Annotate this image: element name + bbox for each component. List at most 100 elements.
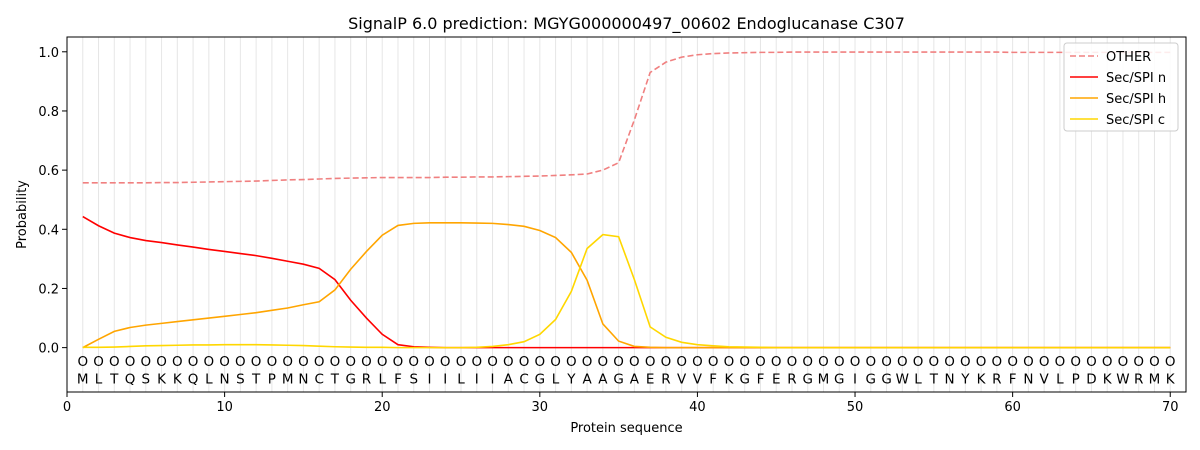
prediction-label: O xyxy=(550,354,561,370)
series-lines xyxy=(82,51,1171,349)
sequence-residue: N xyxy=(220,372,230,388)
prediction-label: O xyxy=(755,354,766,370)
sequence-residue: G xyxy=(866,372,876,388)
sequence-residue: K xyxy=(173,372,183,388)
sequence-residue: G xyxy=(834,372,844,388)
sequence-residue: K xyxy=(977,372,987,388)
prediction-label: O xyxy=(692,354,703,370)
y-tick-label: 0.6 xyxy=(38,164,59,179)
prediction-label: O xyxy=(471,354,482,370)
sequence-residue: A xyxy=(630,372,640,388)
prediction-label: O xyxy=(992,354,1003,370)
x-tick-label: 60 xyxy=(1004,400,1021,415)
x-tick-label: 10 xyxy=(216,400,233,415)
prediction-label: O xyxy=(881,354,892,370)
sequence-residue: V xyxy=(693,372,703,388)
sequence-residue: L xyxy=(378,372,386,388)
prediction-label: O xyxy=(1055,354,1066,370)
sequence-residue: N xyxy=(1023,372,1033,388)
prediction-label: O xyxy=(219,354,230,370)
sequence-residue: I xyxy=(428,372,432,388)
sequence-residue: I xyxy=(853,372,857,388)
sequence-residue: P xyxy=(1072,372,1080,388)
sequence-residue: T xyxy=(251,372,261,388)
prediction-label: O xyxy=(1102,354,1113,370)
sequence-residue: N xyxy=(945,372,955,388)
sequence-residue: C xyxy=(519,372,528,388)
prediction-label: O xyxy=(424,354,435,370)
sequence-residue: Q xyxy=(188,372,199,388)
prediction-label: O xyxy=(298,354,309,370)
prediction-label: O xyxy=(661,354,672,370)
sequence-residue: A xyxy=(582,372,592,388)
sequence-residue: L xyxy=(914,372,922,388)
series-line-3 xyxy=(82,233,1171,349)
sequence-residue: L xyxy=(95,372,103,388)
prediction-label: O xyxy=(377,354,388,370)
sequence-residue: V xyxy=(677,372,687,388)
sequence-residue: R xyxy=(362,372,371,388)
prediction-label: O xyxy=(724,354,735,370)
prediction-label: O xyxy=(330,354,341,370)
sequence-residue: E xyxy=(772,372,781,388)
y-tick-label: 0.0 xyxy=(38,342,59,357)
y-axis-label: Probability xyxy=(15,180,30,249)
prediction-label: O xyxy=(534,354,545,370)
prediction-label: O xyxy=(802,354,813,370)
prediction-label: O xyxy=(598,354,609,370)
sequence-residue: R xyxy=(661,372,670,388)
sequence-residue: G xyxy=(803,372,813,388)
prediction-label: O xyxy=(408,354,419,370)
legend-label: Sec/SPI n xyxy=(1106,71,1166,86)
y-tick-label: 0.2 xyxy=(38,282,59,297)
sequence-residue: F xyxy=(1009,372,1017,388)
prediction-label: O xyxy=(1023,354,1034,370)
sequence-residue: M xyxy=(1149,372,1161,388)
sequence-residue: Q xyxy=(125,372,136,388)
sequence-residue: T xyxy=(330,372,340,388)
prediction-label: O xyxy=(834,354,845,370)
sequence-residue: D xyxy=(1086,372,1096,388)
prediction-label: O xyxy=(267,354,278,370)
prediction-label: O xyxy=(1133,354,1144,370)
prediction-label: O xyxy=(77,354,88,370)
prediction-label: O xyxy=(865,354,876,370)
sequence-residue: G xyxy=(613,372,623,388)
plot-frame xyxy=(66,36,1187,393)
prediction-label: O xyxy=(314,354,325,370)
prediction-label: O xyxy=(771,354,782,370)
prediction-label: O xyxy=(582,354,593,370)
sequence-labels: OMOLOTOQOSOKOKOQOLONOSOTOPOMONOCOTOGOROL… xyxy=(77,354,1176,388)
x-tick-label: 50 xyxy=(847,400,864,415)
sequence-residue: S xyxy=(409,372,418,388)
sequence-residue: K xyxy=(1166,372,1176,388)
sequence-residue: Y xyxy=(566,372,576,388)
prediction-label: O xyxy=(739,354,750,370)
prediction-label: O xyxy=(929,354,940,370)
x-tick-label: 40 xyxy=(689,400,706,415)
sequence-residue: G xyxy=(345,372,355,388)
sequence-residue: L xyxy=(205,372,213,388)
prediction-label: O xyxy=(440,354,451,370)
legend: OTHER Sec/SPI n Sec/SPI h Sec/SPI c xyxy=(1063,42,1179,132)
prediction-label: O xyxy=(787,354,798,370)
legend-label: Sec/SPI c xyxy=(1106,113,1165,128)
sequence-residue: I xyxy=(475,372,479,388)
prediction-label: O xyxy=(172,354,183,370)
prediction-label: O xyxy=(850,354,861,370)
x-tick-label: 30 xyxy=(532,400,549,415)
prediction-label: O xyxy=(1007,354,1018,370)
sequence-residue: K xyxy=(1103,372,1113,388)
prediction-label: O xyxy=(913,354,924,370)
sequence-residue: P xyxy=(268,372,276,388)
prediction-label: O xyxy=(1165,354,1176,370)
series-line-2 xyxy=(82,221,1171,349)
y-tick-label: 1.0 xyxy=(38,46,59,61)
prediction-label: O xyxy=(818,354,829,370)
sequence-residue: M xyxy=(818,372,830,388)
sequence-residue: W xyxy=(896,372,909,388)
legend-box xyxy=(1063,42,1179,132)
sequence-residue: E xyxy=(646,372,655,388)
sequence-residue: A xyxy=(504,372,514,388)
prediction-label: O xyxy=(361,354,372,370)
